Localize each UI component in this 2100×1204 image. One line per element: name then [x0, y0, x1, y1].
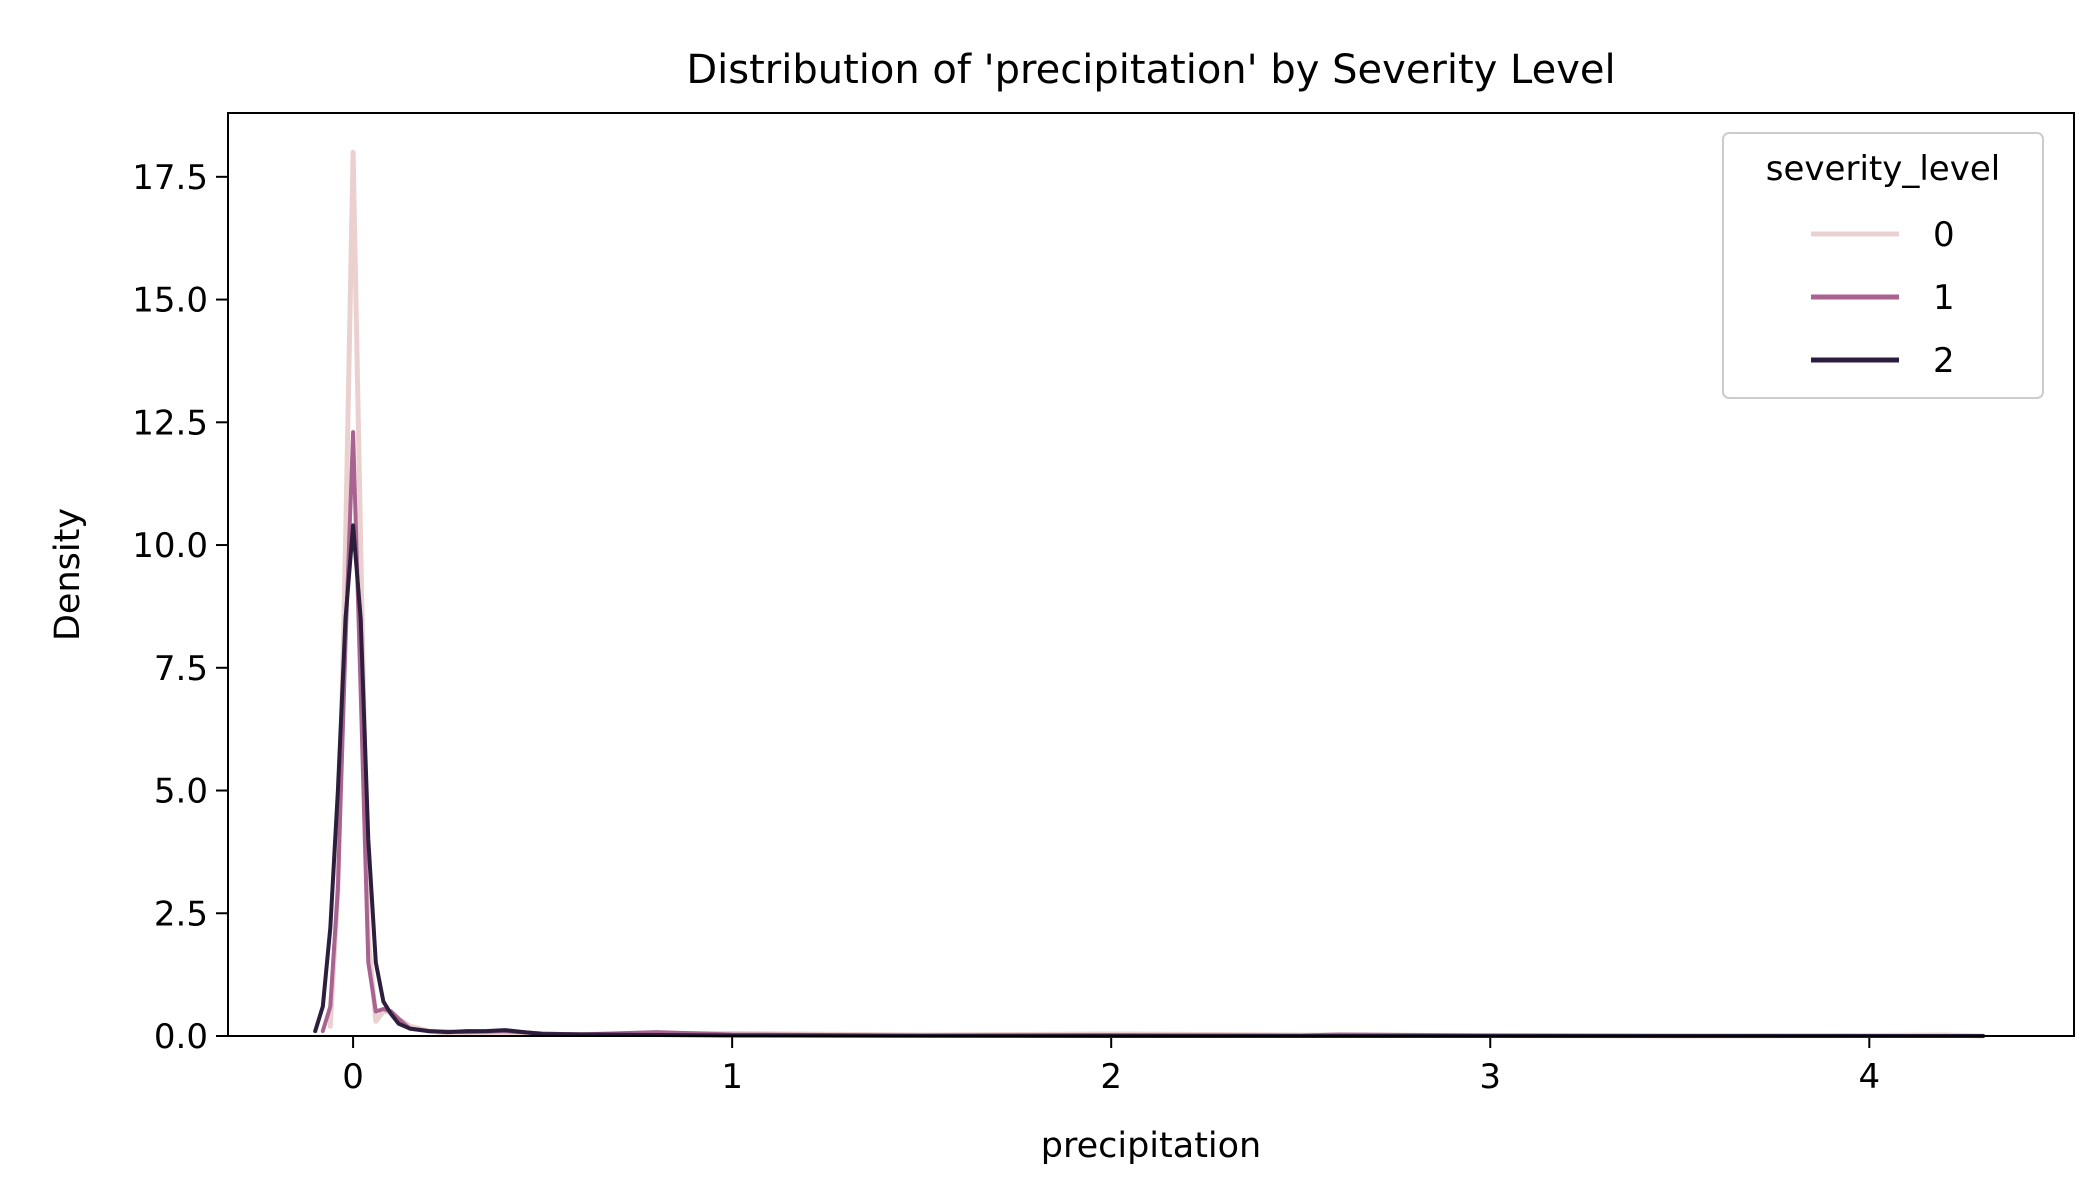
legend: severity_level 0 1 2	[1722, 132, 2044, 399]
legend-item-2: 2	[1811, 341, 1955, 381]
y-tick-label: 10.0	[132, 526, 208, 566]
legend-label: 2	[1933, 341, 1955, 381]
y-tick-label: 12.5	[132, 403, 208, 443]
legend-item-1: 1	[1811, 278, 1955, 318]
y-tick-label: 5.0	[154, 772, 208, 812]
x-tick-label: 2	[1100, 1057, 1122, 1097]
y-tick-label: 0.0	[154, 1017, 208, 1057]
series-line-2	[313, 523, 1985, 1038]
y-tick-label: 7.5	[154, 649, 208, 689]
x-tick-label: 1	[721, 1057, 743, 1097]
x-axis-title: precipitation	[1041, 1126, 1262, 1166]
y-tick-label: 17.5	[132, 158, 208, 198]
series-line-1	[320, 430, 1985, 1038]
legend-item-0: 0	[1811, 215, 1955, 255]
chart-title: Distribution of 'precipitation' by Sever…	[686, 47, 1615, 93]
legend-title: severity_level	[1766, 149, 2000, 189]
x-tick-label: 3	[1479, 1057, 1501, 1097]
legend-box	[1722, 132, 2044, 399]
y-axis-title: Density	[48, 508, 88, 641]
x-tick-label: 4	[1858, 1057, 1880, 1097]
plot-frame	[227, 112, 2075, 1037]
y-axis: 0.0 2.5 5.0 7.5 10.0 12.5 15.0 17.5	[132, 158, 228, 1057]
x-axis: 0 1 2 3 4	[342, 1036, 1880, 1097]
legend-label: 1	[1933, 278, 1955, 318]
y-tick-label: 2.5	[154, 894, 208, 934]
legend-label: 0	[1933, 215, 1955, 255]
x-tick-label: 0	[342, 1057, 364, 1097]
y-tick-label: 15.0	[132, 281, 208, 321]
